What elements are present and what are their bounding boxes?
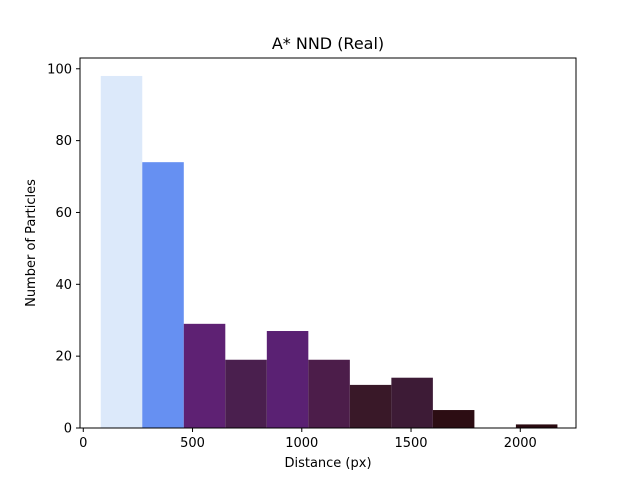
x-tick-label: 1000: [285, 436, 318, 451]
histogram-bar-8: [391, 377, 433, 428]
histogram-bar-2: [142, 162, 184, 429]
chart-title: A* NND (Real): [272, 34, 384, 53]
histogram-bar-6: [308, 359, 350, 428]
histogram-bar-9: [432, 410, 475, 428]
x-tick-label: 2000: [504, 436, 537, 451]
plot-frame: [79, 57, 577, 429]
y-axis: 0 20 40 60 80 100: [47, 62, 80, 437]
bars-group: [100, 75, 558, 429]
x-tick-label: 1500: [394, 436, 427, 451]
x-axis-label: Distance (px): [284, 456, 371, 471]
y-tick-label: 40: [55, 278, 72, 293]
y-axis-label: Number of Particles: [24, 179, 39, 307]
y-tick-label: 20: [55, 350, 72, 365]
y-tick-label: 100: [47, 62, 72, 77]
x-tick-label: 0: [79, 436, 87, 451]
y-tick-label: 60: [55, 206, 72, 221]
x-axis: 0 500 1000 1500 2000: [79, 428, 537, 451]
y-tick-label: 80: [55, 134, 72, 149]
histogram-bar-7: [349, 384, 392, 428]
x-tick-label: 500: [180, 436, 205, 451]
histogram-bar-4: [225, 359, 267, 428]
histogram-bar-5: [266, 331, 309, 428]
histogram-bar-3: [183, 323, 226, 428]
histogram-bar-11: [515, 424, 558, 428]
histogram-bar-1: [100, 75, 143, 428]
y-tick-label: 0: [64, 422, 72, 437]
